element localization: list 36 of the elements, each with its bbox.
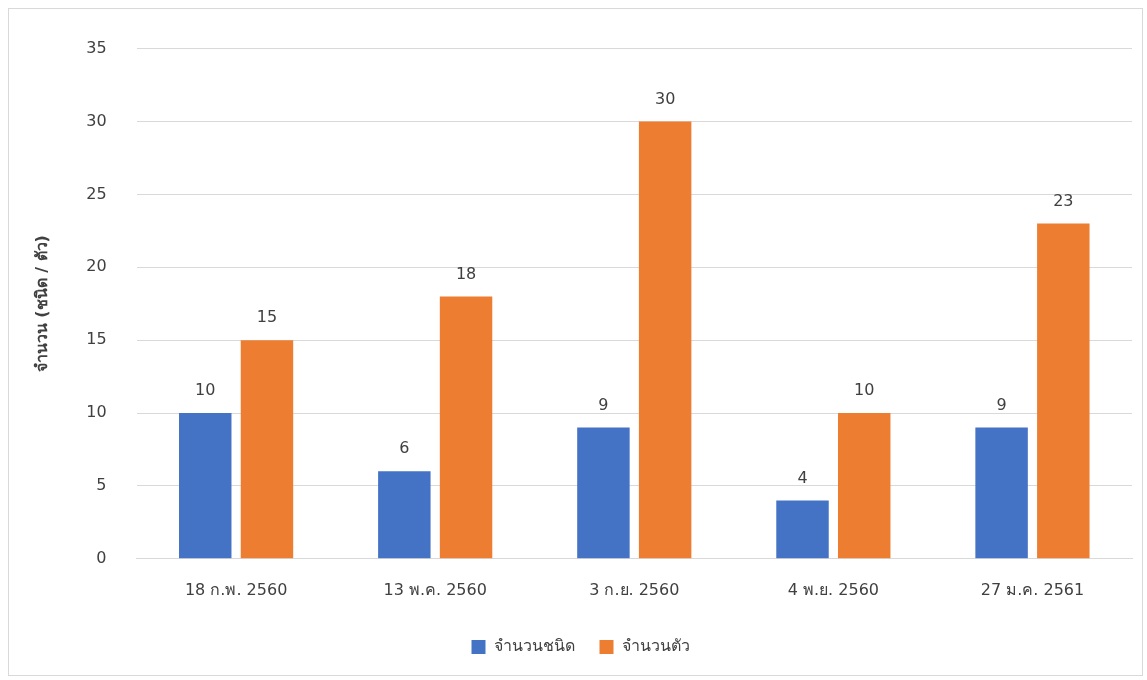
- data-label: 23: [1053, 190, 1074, 210]
- x-tick-label: 27 ม.ค. 2561: [980, 579, 1085, 599]
- y-tick-label: 10: [86, 402, 107, 422]
- data-label: 10: [854, 380, 875, 400]
- data-label: 30: [654, 88, 676, 108]
- y-tick-label: 35: [86, 37, 107, 57]
- bar: [975, 427, 1028, 559]
- y-tick-label: 0: [96, 547, 107, 567]
- data-label: 18: [455, 263, 477, 283]
- y-tick-label: 5: [96, 475, 107, 495]
- data-label: 9: [598, 394, 609, 414]
- data-label: 10: [195, 380, 216, 400]
- data-label: 4: [797, 467, 808, 487]
- legend-label: จำนวนชนิด: [493, 636, 575, 656]
- bar: [577, 427, 630, 559]
- bar: [776, 500, 829, 559]
- x-tick-label: 13 พ.ค. 2560: [383, 579, 487, 599]
- y-axis-title: จำนวน (ชนิด / ตัว): [31, 235, 51, 373]
- y-tick-label: 20: [86, 256, 107, 276]
- bar: [439, 296, 493, 559]
- y-tick-label: 30: [86, 110, 107, 130]
- bar: [179, 413, 232, 559]
- bar: [638, 121, 692, 559]
- x-tick-label: 3 ก.ย. 2560: [589, 579, 680, 599]
- data-label: 9: [996, 394, 1007, 414]
- data-label: 15: [256, 307, 278, 327]
- x-tick-label: 18 ก.พ. 2560: [184, 579, 288, 599]
- data-label: 6: [399, 438, 410, 458]
- bar: [1037, 223, 1090, 559]
- x-tick-label: 4 พ.ย. 2560: [787, 579, 879, 599]
- bar: [378, 471, 431, 559]
- bar: [240, 340, 294, 559]
- bar: [838, 413, 891, 559]
- legend-label: จำนวนตัว: [621, 636, 690, 656]
- y-tick-label: 15: [86, 329, 107, 349]
- y-tick-label: 25: [86, 183, 107, 203]
